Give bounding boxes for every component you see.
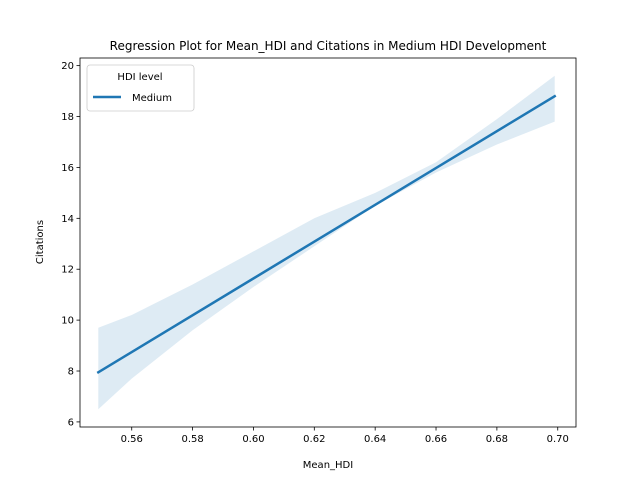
x-axis-label: Mean_HDI	[303, 460, 353, 471]
y-tick-label: 10	[61, 316, 74, 327]
axes-frame	[79, 57, 577, 428]
x-tick-label: 0.68	[486, 434, 508, 445]
y-tick-label: 8	[68, 367, 74, 378]
x-tick-label: 0.56	[121, 434, 143, 445]
x-tick-label: 0.64	[364, 434, 386, 445]
y-axis: 6 8 10 12 14 16 18 20	[61, 61, 80, 428]
y-tick-label: 16	[61, 163, 74, 174]
y-tick-label: 20	[61, 61, 74, 72]
x-tick-label: 0.62	[303, 434, 325, 445]
y-tick-label: 18	[61, 112, 74, 123]
confidence-band	[98, 75, 555, 410]
legend-label-medium: Medium	[132, 93, 172, 104]
plot-area	[96, 75, 557, 410]
legend: HDI level Medium	[86, 64, 195, 112]
x-tick-label: 0.66	[425, 434, 447, 445]
y-tick-label: 12	[61, 265, 74, 276]
x-axis: 0.56 0.58 0.60 0.62 0.64 0.66 0.68 0.70	[121, 427, 569, 445]
legend-box	[86, 64, 195, 112]
y-tick-label: 6	[68, 417, 74, 428]
regression-line	[96, 94, 557, 375]
y-axis-label: Citations	[35, 220, 46, 264]
x-tick-label: 0.58	[181, 434, 203, 445]
x-tick-label: 0.70	[547, 434, 569, 445]
chart-title: Regression Plot for Mean_HDI and Citatio…	[110, 39, 547, 53]
y-tick-label: 14	[61, 214, 74, 225]
x-tick-label: 0.60	[242, 434, 264, 445]
legend-title: HDI level	[117, 72, 162, 83]
